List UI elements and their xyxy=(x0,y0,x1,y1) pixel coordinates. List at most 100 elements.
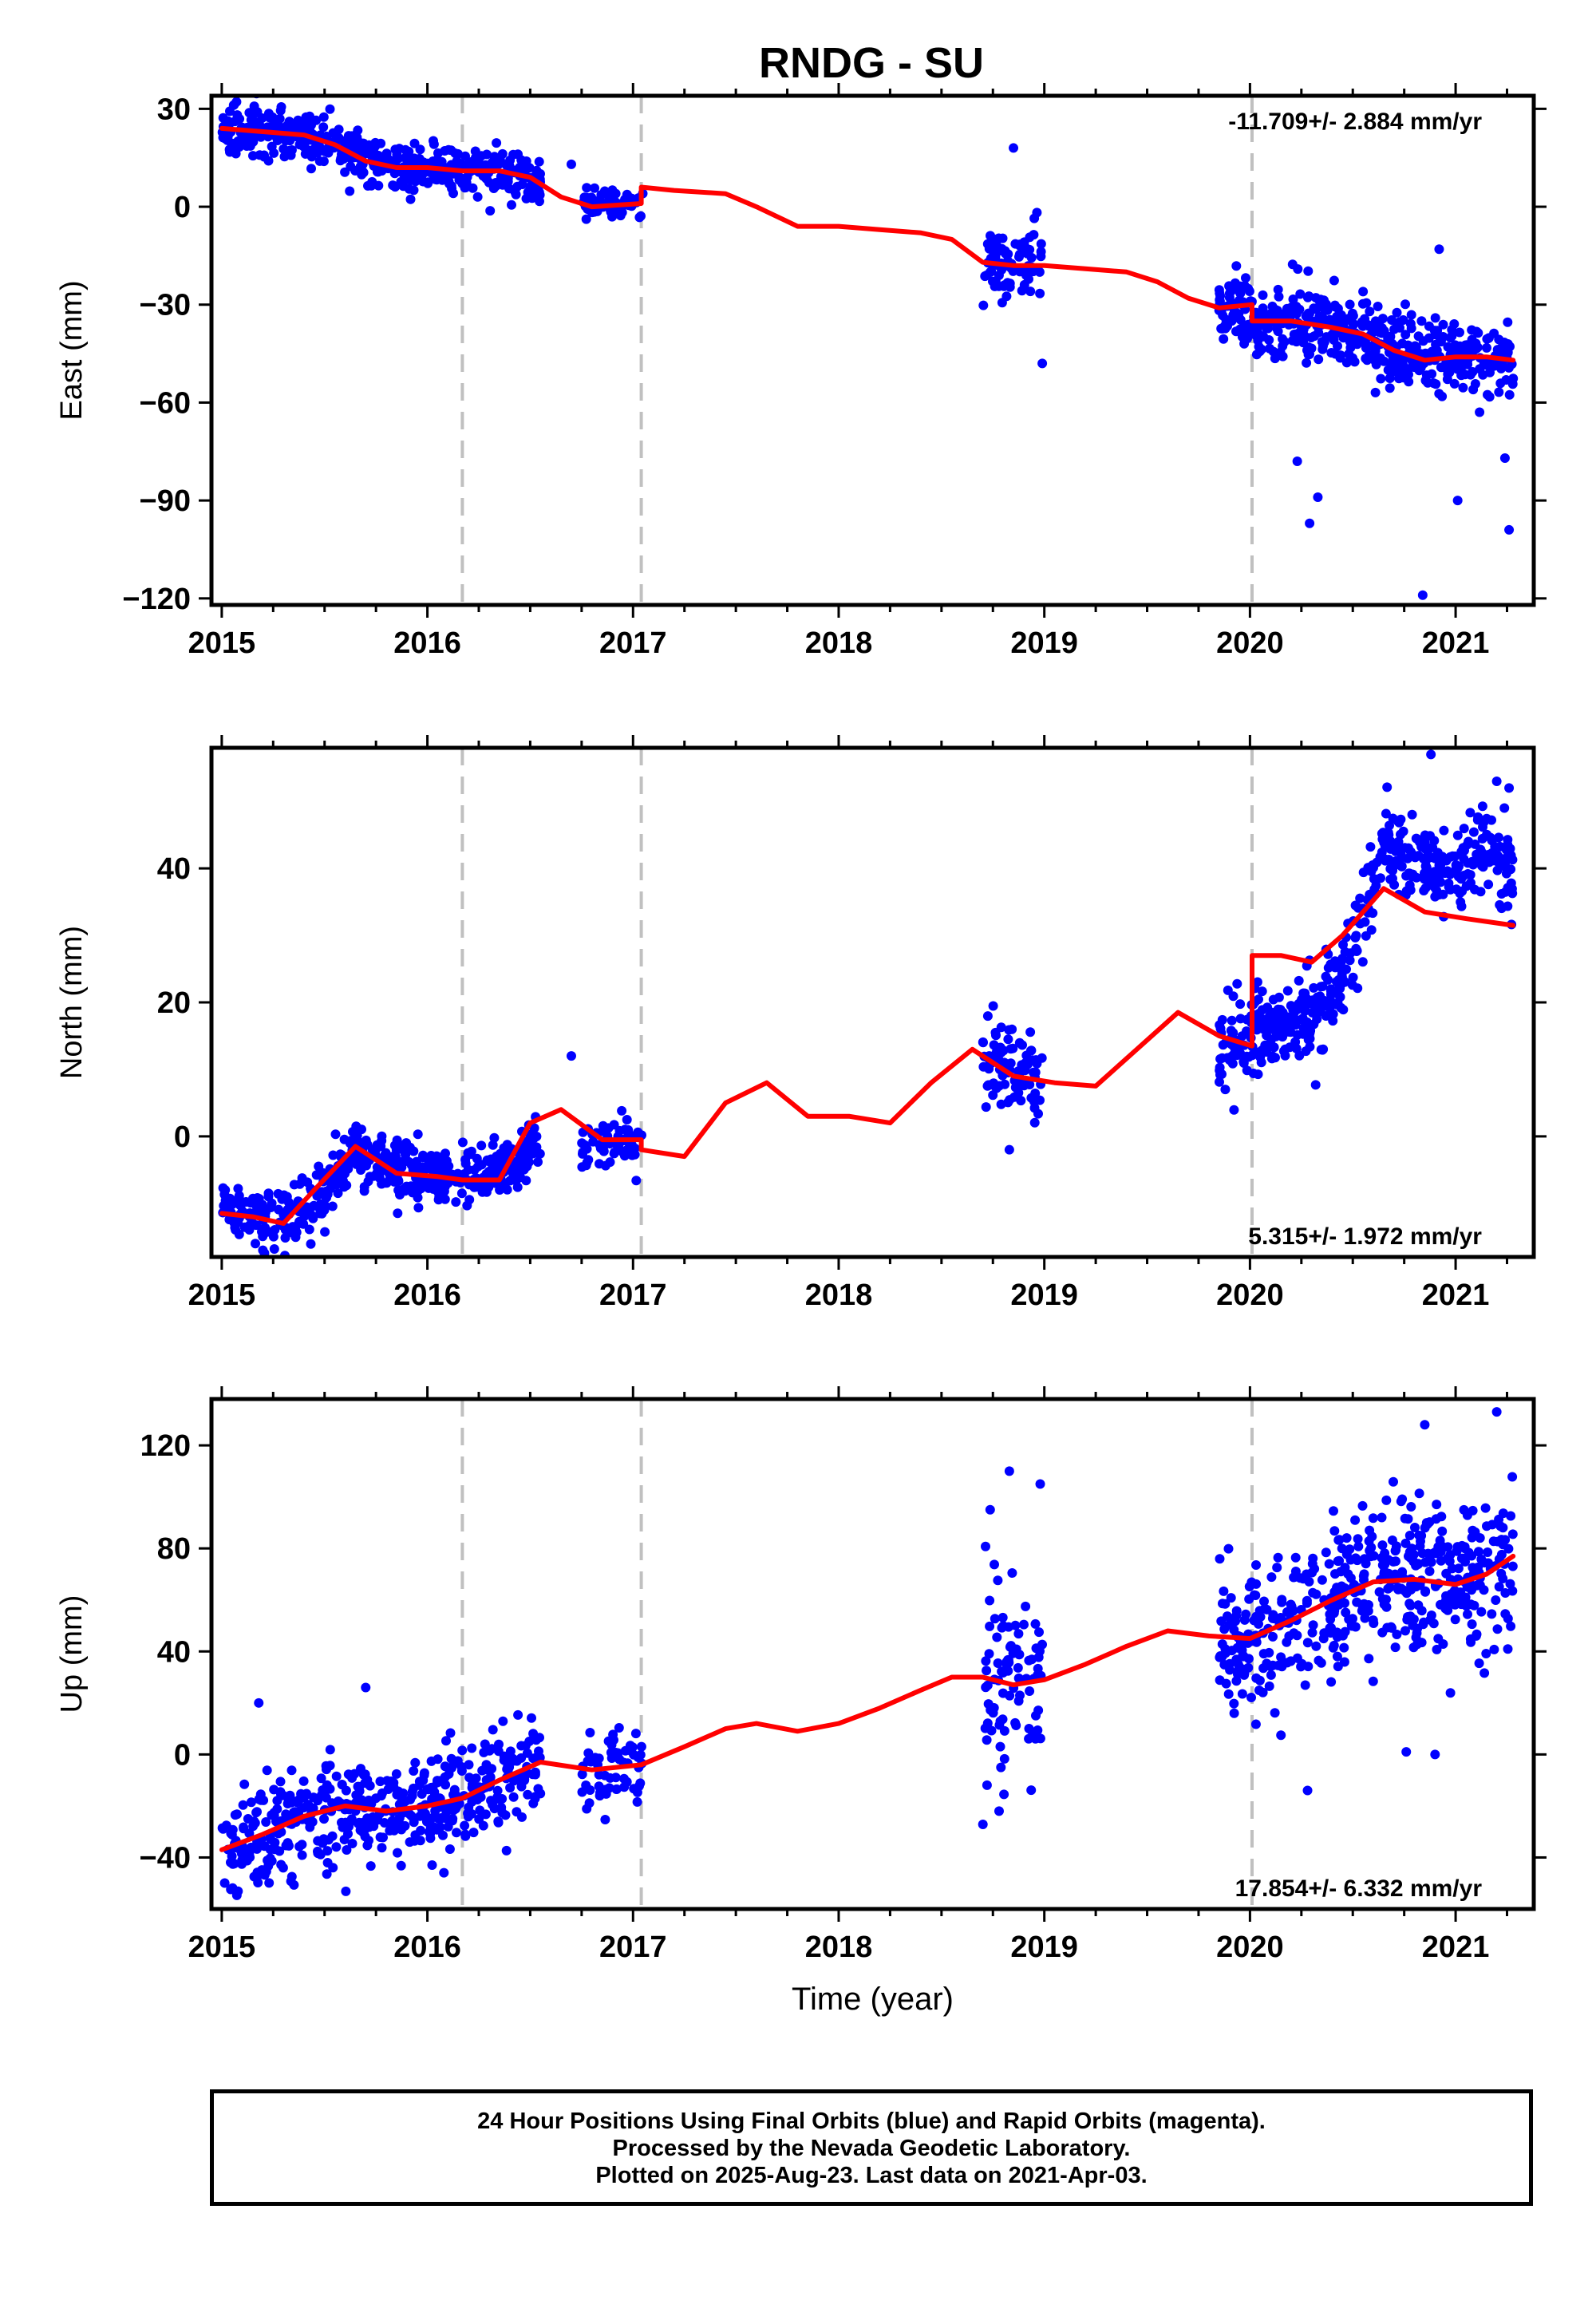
data-point xyxy=(219,1878,230,1888)
data-point xyxy=(1251,1673,1262,1683)
data-point xyxy=(1458,382,1468,393)
data-point xyxy=(1244,1582,1254,1591)
data-point xyxy=(1027,1654,1037,1665)
data-point xyxy=(239,1779,250,1789)
data-point xyxy=(1037,358,1048,369)
data-point xyxy=(1370,387,1381,397)
data-point xyxy=(1023,1059,1033,1069)
y-tick-label: 0 xyxy=(174,191,191,224)
data-point xyxy=(1322,305,1333,315)
data-point xyxy=(1340,1626,1350,1637)
data-point xyxy=(1332,1651,1342,1662)
data-point xyxy=(579,1140,590,1150)
data-point xyxy=(1329,275,1339,286)
data-point xyxy=(259,1870,270,1880)
data-point xyxy=(1302,1638,1313,1648)
data-point xyxy=(1215,1675,1225,1686)
data-point xyxy=(1019,1619,1029,1630)
data-point xyxy=(1499,453,1510,463)
data-point xyxy=(1377,1627,1388,1638)
data-point xyxy=(493,1817,504,1828)
data-point xyxy=(1217,1651,1227,1662)
data-point xyxy=(263,1192,274,1202)
data-point xyxy=(1397,338,1408,349)
data-point xyxy=(1331,977,1341,987)
data-point xyxy=(1241,1609,1251,1619)
data-point xyxy=(1029,1117,1040,1128)
data-point xyxy=(1025,1080,1035,1089)
data-point xyxy=(492,138,502,148)
data-point xyxy=(429,1157,440,1168)
data-point xyxy=(1011,1081,1021,1091)
data-point xyxy=(590,183,599,193)
data-point xyxy=(1436,337,1446,347)
data-point xyxy=(1345,1555,1356,1565)
data-point xyxy=(1254,1686,1264,1695)
data-point xyxy=(983,1699,994,1709)
data-point xyxy=(1329,1526,1340,1536)
data-point xyxy=(393,1848,402,1858)
data-point xyxy=(1478,370,1488,380)
data-point xyxy=(1350,1515,1361,1525)
data-point xyxy=(481,1169,492,1179)
data-point xyxy=(1467,342,1477,353)
data-point xyxy=(1405,1553,1416,1563)
data-point xyxy=(978,1037,988,1048)
data-point xyxy=(1030,1089,1041,1098)
data-point xyxy=(1467,325,1477,335)
data-point xyxy=(464,1760,474,1770)
data-point xyxy=(1408,1642,1419,1653)
data-point xyxy=(607,185,618,196)
data-point xyxy=(629,1749,639,1760)
data-point xyxy=(357,1162,367,1172)
data-point xyxy=(400,1820,410,1831)
data-point xyxy=(464,1802,474,1812)
data-point xyxy=(1341,358,1352,368)
data-point xyxy=(1430,1749,1440,1760)
data-point xyxy=(253,1204,263,1215)
data-point xyxy=(505,1746,516,1757)
data-point xyxy=(981,1682,991,1693)
data-point xyxy=(998,233,1008,243)
data-point xyxy=(318,122,329,132)
data-point xyxy=(1235,1014,1246,1024)
data-point xyxy=(521,1176,531,1186)
data-point xyxy=(446,145,456,156)
data-point xyxy=(1495,899,1505,910)
data-point xyxy=(523,1144,534,1155)
data-point xyxy=(1340,947,1350,957)
data-point xyxy=(1400,299,1410,310)
data-point xyxy=(1382,782,1393,792)
data-point xyxy=(1496,889,1507,899)
data-point xyxy=(365,1861,376,1871)
data-point xyxy=(581,214,591,224)
data-point xyxy=(1467,1532,1477,1543)
data-point xyxy=(1302,1030,1313,1040)
data-point xyxy=(1430,313,1440,323)
data-point xyxy=(595,1159,604,1169)
data-point xyxy=(1432,346,1442,356)
data-point xyxy=(376,1141,386,1152)
data-point xyxy=(246,1797,256,1808)
data-point xyxy=(1506,1621,1516,1631)
data-point xyxy=(608,194,618,204)
data-point xyxy=(1450,1614,1460,1625)
data-point xyxy=(1324,1559,1334,1569)
panel-1: 2015 2016 2017 2018 2019 2020 2021 30 0 −30 −60 −90… xyxy=(55,83,1547,660)
data-point xyxy=(1329,300,1340,310)
data-point xyxy=(527,1769,538,1780)
data-point xyxy=(1503,317,1513,327)
data-point xyxy=(433,1195,444,1205)
data-point xyxy=(261,1817,271,1827)
data-point xyxy=(1452,884,1461,895)
data-point xyxy=(1388,865,1398,875)
data-point xyxy=(1282,1658,1293,1668)
data-point xyxy=(307,1816,318,1827)
data-point xyxy=(396,1860,406,1871)
data-point xyxy=(1223,1689,1234,1699)
data-point xyxy=(1216,1616,1227,1626)
data-point xyxy=(1492,1536,1503,1547)
data-point xyxy=(365,1172,375,1182)
data-point xyxy=(1348,972,1358,982)
data-point xyxy=(1032,1058,1042,1069)
